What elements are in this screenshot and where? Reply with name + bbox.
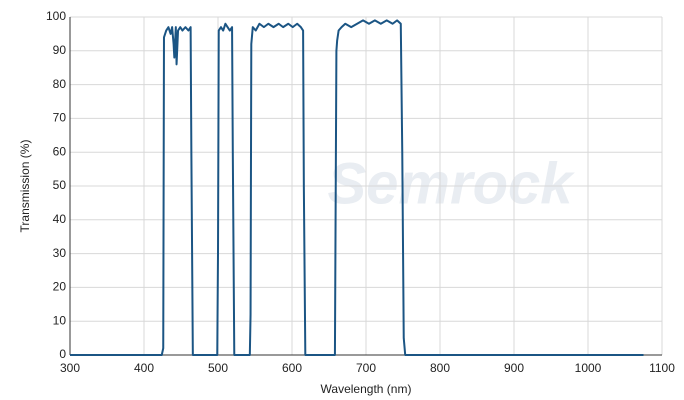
y-tick-label: 40 — [53, 212, 67, 226]
y-axis-label: Transmission (%) — [18, 140, 32, 233]
x-tick-label: 800 — [430, 361, 450, 375]
x-tick-label: 600 — [282, 361, 302, 375]
data-line — [70, 19, 644, 356]
y-tick-label: 70 — [53, 111, 67, 125]
x-tick-label: 300 — [60, 361, 80, 375]
x-tick-label: 700 — [356, 361, 376, 375]
x-axis-label: Wavelength (nm) — [321, 382, 412, 396]
y-tick-label: 0 — [59, 347, 66, 361]
x-tick-label: 900 — [504, 361, 524, 375]
y-tick-label: 100 — [46, 9, 66, 23]
y-tick-label: 50 — [53, 178, 67, 192]
y-tick-label: 90 — [53, 43, 67, 57]
y-tick-label: 60 — [53, 144, 67, 158]
x-tick-label: 1100 — [649, 361, 675, 375]
y-tick-label: 30 — [53, 246, 67, 260]
x-tick-label: 400 — [134, 361, 154, 375]
x-tick-label: 1000 — [575, 361, 602, 375]
y-tick-label: 10 — [53, 313, 67, 327]
y-tick-label: 80 — [53, 77, 67, 91]
watermark: Semrock — [327, 151, 575, 216]
x-tick-label: 500 — [208, 361, 228, 375]
y-tick-label: 20 — [53, 280, 67, 294]
